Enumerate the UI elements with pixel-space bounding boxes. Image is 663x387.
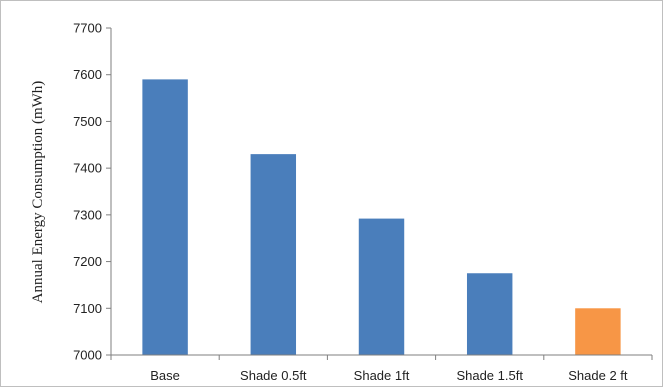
bar-shade-0-5ft: [250, 154, 297, 355]
bar-shade-1ft: [358, 218, 405, 355]
x-tick-label: Shade 2 ft: [568, 368, 628, 383]
bars: [142, 79, 621, 355]
y-tick-label: 7300: [73, 207, 102, 222]
x-tick-label: Shade 1ft: [354, 368, 410, 383]
axes: [110, 28, 652, 356]
y-axis-title: Annual Energy Consumption (mWh): [30, 81, 46, 304]
y-tick-label: 7100: [73, 301, 102, 316]
x-tick-label: Base: [150, 368, 180, 383]
bar-base: [142, 79, 188, 355]
y-tick-label: 7000: [73, 348, 102, 363]
x-tick-label: Shade 0.5ft: [240, 368, 307, 383]
bar-shade-1-5ft: [466, 273, 513, 355]
y-tick-label: 7600: [73, 67, 102, 82]
y-tick-label: 7400: [73, 161, 102, 176]
y-tick-label: 7500: [73, 114, 102, 129]
x-tick-label: Shade 1.5ft: [456, 368, 523, 383]
y-ticks: 7000 7100 7200 7300 7400 7500 7600 7700: [73, 21, 111, 363]
y-tick-label: 7200: [73, 254, 102, 269]
y-tick-label: 7700: [73, 21, 102, 36]
bar-shade-2-ft: [575, 308, 621, 355]
x-tick-labels: Base Shade 0.5ft Shade 1ft Shade 1.5ft Shade…: [110, 355, 653, 383]
